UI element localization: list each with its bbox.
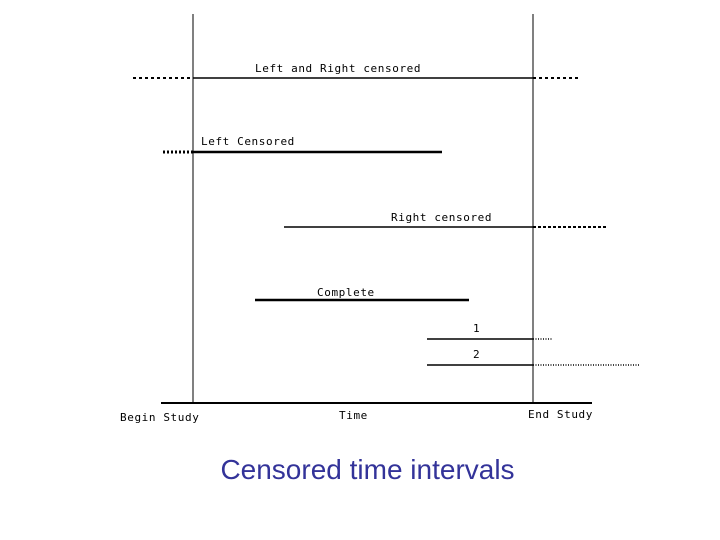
- case-1-label: 1: [473, 322, 480, 335]
- left-censored-label: Left Censored: [201, 135, 295, 148]
- end-study-label: End Study: [528, 408, 593, 421]
- complete-label: Complete: [317, 286, 375, 299]
- left-and-right-label: Left and Right censored: [255, 62, 421, 75]
- begin-study-label: Begin Study: [120, 411, 199, 424]
- time-label: Time: [339, 409, 368, 422]
- slide-caption: Censored time intervals: [220, 454, 515, 485]
- right-censored-label: Right censored: [391, 211, 492, 224]
- case-2-label: 2: [473, 348, 480, 361]
